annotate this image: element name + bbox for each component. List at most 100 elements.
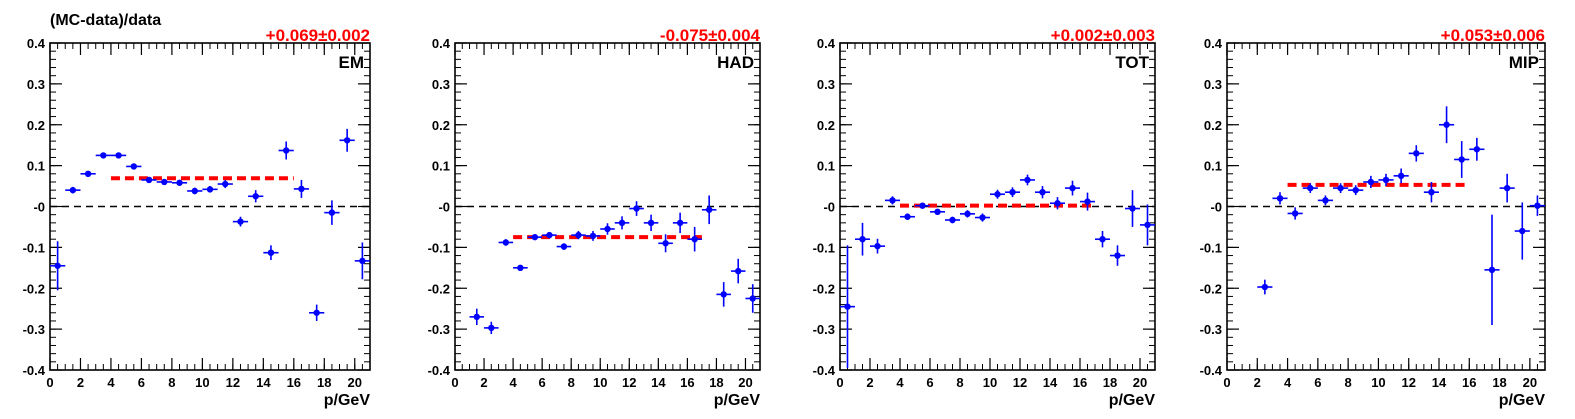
data-point: [900, 213, 915, 220]
data-point: [701, 195, 717, 225]
data-marker: [691, 236, 698, 243]
x-tick-label: 4: [509, 375, 517, 390]
x-tick-label: 20: [1523, 375, 1537, 390]
fit-result-text: +0.002±0.003: [1051, 26, 1155, 45]
data-marker: [115, 152, 122, 159]
data-point: [542, 231, 557, 239]
data-point: [556, 243, 572, 250]
data-marker: [1488, 266, 1496, 274]
data-point: [1514, 202, 1530, 260]
data-marker: [1276, 195, 1284, 202]
x-tick-label: 16: [287, 375, 301, 390]
data-point: [975, 213, 990, 222]
y-tick-label: 0.2: [1204, 118, 1222, 133]
y-tick-label: -0.1: [1200, 240, 1222, 255]
y-tick-label: -0.4: [23, 363, 46, 378]
data-point: [629, 201, 644, 216]
data-marker: [161, 178, 168, 186]
data-marker: [1099, 236, 1106, 243]
y-tick-label: 0.3: [432, 77, 450, 92]
x-axis-label: p/GeV: [1109, 392, 1156, 409]
x-tick-label: 10: [195, 375, 209, 390]
x-tick-label: 18: [1103, 375, 1117, 390]
data-marker: [647, 219, 655, 227]
data-marker: [298, 185, 305, 193]
data-point: [202, 186, 218, 193]
data-point: [1393, 168, 1409, 184]
data-marker: [1024, 176, 1031, 184]
data-point: [171, 179, 188, 186]
y-tick-label: 0.4: [432, 36, 451, 51]
data-marker: [1039, 188, 1046, 196]
x-tick-label: 8: [1345, 375, 1352, 390]
data-point: [960, 210, 975, 218]
x-axis-label: p/GeV: [1499, 392, 1546, 409]
data-point: [1020, 174, 1035, 186]
data-point: [687, 226, 702, 252]
data-marker: [488, 324, 495, 332]
data-marker: [1337, 184, 1344, 192]
data-point: [1378, 173, 1394, 187]
data-marker: [473, 313, 480, 321]
x-tick-label: 4: [896, 375, 904, 390]
data-point: [187, 187, 203, 195]
data-point: [990, 189, 1005, 199]
fit-result-text: +0.069±0.002: [266, 26, 370, 45]
x-tick-label: 2: [77, 375, 84, 390]
x-tick-label: 4: [107, 375, 115, 390]
data-marker: [517, 264, 524, 272]
data-marker: [237, 218, 244, 225]
data-marker: [1428, 188, 1435, 196]
panel-em: -0.4 -0.3 -0.2 -0.1 -0 0.1 0.2 0.3 0.4 0 2 4 6 8 10 12 1…: [23, 26, 371, 409]
data-point: [915, 202, 930, 209]
data-marker: [191, 187, 198, 195]
y-tick-label: 0.3: [27, 77, 45, 92]
y-tick-label: 0.2: [817, 118, 835, 133]
x-tick-label: 20: [348, 375, 362, 390]
data-point: [1469, 137, 1485, 161]
data-marker: [1084, 198, 1091, 205]
data-point: [1529, 195, 1545, 216]
data-marker: [1397, 172, 1405, 180]
data-point: [1454, 141, 1470, 178]
x-tick-label: 18: [709, 375, 723, 390]
data-marker: [1503, 184, 1511, 192]
y-tick-label: -0: [823, 200, 835, 215]
data-point: [324, 200, 340, 225]
y-tick-label: 0.4: [817, 36, 836, 51]
data-marker: [100, 152, 107, 159]
data-marker: [282, 147, 290, 154]
x-tick-label: 8: [956, 375, 963, 390]
data-point: [339, 128, 355, 152]
x-tick-label: 2: [866, 375, 873, 390]
data-point: [1257, 279, 1273, 295]
y-tick-label: 0.3: [1204, 77, 1222, 92]
data-point: [840, 245, 855, 368]
data-point: [156, 178, 172, 186]
data-point: [1125, 190, 1140, 227]
data-point: [1080, 192, 1095, 211]
data-marker: [1009, 188, 1016, 196]
data-marker: [1322, 197, 1329, 204]
y-tick-label: 0.1: [27, 159, 45, 174]
data-point: [1095, 231, 1110, 248]
y-tick-label: 0.3: [817, 77, 835, 92]
data-point: [855, 222, 870, 256]
data-marker: [1291, 210, 1299, 217]
data-point: [745, 284, 760, 313]
data-marker: [206, 186, 214, 193]
panel-had: -0.4 -0.3 -0.2 -0.1 -0 0.1 0.2 0.3 0.4 0 2 4 6 8 10 12 1…: [428, 26, 761, 409]
data-point: [469, 308, 485, 326]
x-tick-label: 0: [1223, 375, 1230, 390]
y-tick-label: -0.3: [23, 322, 45, 337]
y-tick-label: 0.2: [432, 118, 450, 133]
data-marker: [575, 231, 582, 239]
y-tick-label: -0.4: [1200, 363, 1223, 378]
x-tick-label: 0: [836, 375, 843, 390]
data-marker: [1458, 156, 1465, 163]
x-axis-label: p/GeV: [324, 392, 371, 409]
y-tick-label: -0.1: [23, 240, 45, 255]
data-point: [716, 282, 731, 307]
x-tick-label: 2: [480, 375, 487, 390]
data-point: [1333, 183, 1349, 194]
